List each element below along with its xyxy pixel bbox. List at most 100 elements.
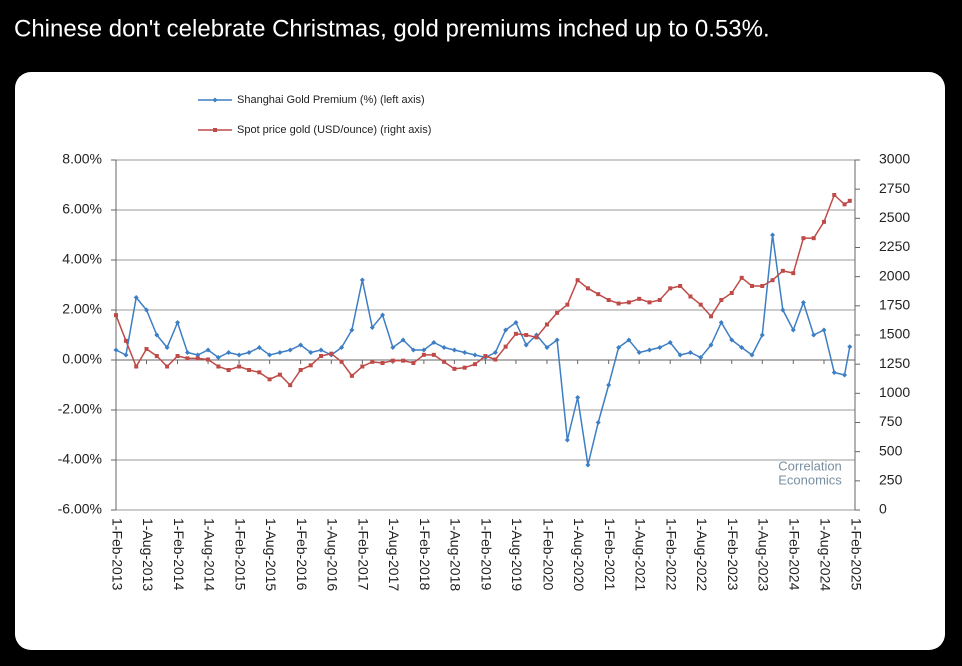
point xyxy=(555,310,560,315)
point xyxy=(226,350,232,355)
point xyxy=(800,300,806,305)
point xyxy=(749,352,755,358)
point xyxy=(780,307,786,313)
x-tick-label: 1-Aug-2024 xyxy=(817,518,833,591)
x-tick-label: 1-Feb-2017 xyxy=(356,518,372,591)
point xyxy=(277,372,282,377)
point xyxy=(524,333,529,337)
point xyxy=(554,337,560,343)
point xyxy=(431,340,437,345)
post-title: Chinese don't celebrate Christmas, gold … xyxy=(14,15,770,42)
y-tick-label: 0.00% xyxy=(62,351,102,367)
point xyxy=(213,128,217,132)
point xyxy=(492,350,498,355)
point xyxy=(575,395,581,400)
point xyxy=(390,358,395,363)
point xyxy=(370,359,375,364)
point xyxy=(503,327,509,333)
point xyxy=(287,347,293,353)
point xyxy=(801,236,806,241)
point xyxy=(575,278,580,283)
point xyxy=(184,350,190,355)
point xyxy=(842,372,848,378)
x-tick-label: 1-Feb-2021 xyxy=(602,518,618,591)
point xyxy=(698,302,703,307)
point xyxy=(380,361,385,365)
point xyxy=(657,345,663,350)
point xyxy=(596,292,601,297)
point xyxy=(206,357,211,362)
point xyxy=(195,356,200,361)
point xyxy=(442,359,447,364)
point xyxy=(144,347,149,351)
y2-tick-label: 500 xyxy=(879,442,903,458)
point xyxy=(360,364,365,369)
point xyxy=(678,284,683,288)
x-tick-label: 1-Aug-2020 xyxy=(571,518,587,591)
point xyxy=(349,327,355,333)
x-tick-label: 1-Feb-2014 xyxy=(171,518,187,591)
point xyxy=(215,355,221,360)
x-tick-label: 1-Aug-2021 xyxy=(632,518,648,591)
legend-label: Spot price gold (USD/ounce) (right axis) xyxy=(237,124,431,136)
legend-label: Shanghai Gold Premium (%) (left axis) xyxy=(237,94,425,106)
point xyxy=(267,352,273,358)
y2-tick-label: 1750 xyxy=(879,297,910,313)
y2-tick-label: 2000 xyxy=(879,267,910,283)
point xyxy=(298,342,304,348)
point xyxy=(185,356,190,361)
y-tick-label: -2.00% xyxy=(58,401,102,417)
point xyxy=(626,300,631,305)
point xyxy=(154,332,160,338)
point xyxy=(616,345,622,350)
point xyxy=(246,350,252,355)
point xyxy=(626,337,632,343)
point xyxy=(462,365,467,370)
y-tick-label: -6.00% xyxy=(58,501,102,517)
watermark: Economics xyxy=(778,472,842,487)
point xyxy=(847,344,853,350)
point xyxy=(236,352,242,358)
point xyxy=(760,284,765,288)
point xyxy=(791,271,796,276)
y-tick-label: 4.00% xyxy=(62,251,102,267)
x-tick-label: 1-Feb-2022 xyxy=(664,518,680,591)
x-tick-label: 1-Aug-2017 xyxy=(386,518,402,591)
point xyxy=(483,354,488,358)
point xyxy=(831,370,837,375)
x-tick-label: 1-Aug-2015 xyxy=(263,518,279,591)
x-tick-label: 1-Aug-2014 xyxy=(201,518,217,591)
x-tick-label: 1-Feb-2023 xyxy=(725,518,741,591)
point xyxy=(636,350,642,355)
point xyxy=(195,352,201,358)
point xyxy=(451,347,457,353)
point xyxy=(401,358,406,363)
point xyxy=(616,301,621,306)
point xyxy=(154,354,159,358)
x-tick-label: 1-Aug-2016 xyxy=(325,518,341,591)
point xyxy=(688,294,693,299)
point xyxy=(667,340,673,345)
y2-tick-label: 1500 xyxy=(879,326,910,342)
point xyxy=(847,198,852,203)
point xyxy=(811,332,817,338)
point xyxy=(606,382,612,388)
point xyxy=(113,347,119,353)
y-tick-label: -4.00% xyxy=(58,451,102,467)
point xyxy=(133,295,139,300)
point xyxy=(585,286,590,291)
point xyxy=(534,335,539,340)
point xyxy=(308,350,314,355)
point xyxy=(123,338,128,343)
point xyxy=(462,350,468,355)
point xyxy=(749,284,754,288)
y2-tick-label: 250 xyxy=(879,472,903,488)
x-tick-label: 1-Aug-2019 xyxy=(509,518,525,591)
point xyxy=(832,193,837,197)
point xyxy=(729,337,735,343)
y2-tick-label: 1250 xyxy=(879,355,910,371)
point xyxy=(288,383,293,388)
point xyxy=(668,286,673,291)
y2-tick-label: 1000 xyxy=(879,384,910,400)
x-tick-label: 1-Feb-2016 xyxy=(294,518,310,591)
